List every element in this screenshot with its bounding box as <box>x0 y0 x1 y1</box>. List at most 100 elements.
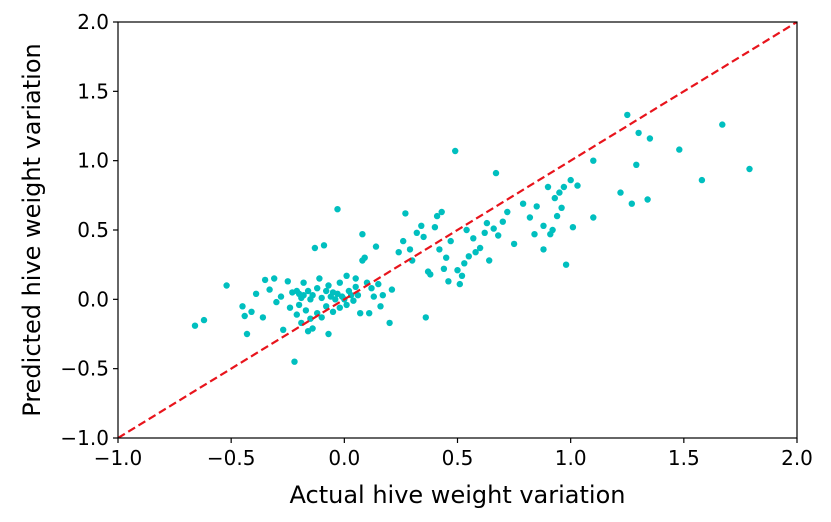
data-point <box>483 219 491 227</box>
data-point <box>336 279 343 286</box>
x-tick-label: 1.0 <box>555 446 587 470</box>
data-point <box>746 165 753 173</box>
data-point <box>309 325 316 332</box>
data-point <box>402 210 409 217</box>
data-point <box>323 303 330 310</box>
x-tick-label: 1.5 <box>668 446 700 470</box>
data-point <box>334 206 341 213</box>
x-axis-label: Actual hive weight variation <box>290 481 626 509</box>
data-point <box>259 314 267 321</box>
data-point <box>481 229 488 236</box>
data-point <box>252 290 260 297</box>
data-point <box>510 240 518 248</box>
data-point <box>366 310 373 317</box>
data-point <box>533 203 540 210</box>
data-point <box>569 224 577 231</box>
y-tick-label: 1.5 <box>77 79 109 103</box>
data-point <box>359 231 366 238</box>
data-point <box>325 282 332 289</box>
data-point <box>375 280 382 288</box>
points-layer <box>191 111 753 365</box>
data-point <box>379 292 386 299</box>
data-point <box>420 233 427 241</box>
data-point <box>325 330 332 338</box>
data-point <box>314 285 321 292</box>
data-point <box>191 322 199 329</box>
y-tick-label: −0.5 <box>60 357 109 381</box>
axis-ticks: −1.0 −0.5 0.0 0.5 1.0 1.5 2.0 −1.0 −0.5 0.0 0.5 1.0… <box>60 10 812 470</box>
data-point <box>261 276 269 284</box>
data-point <box>334 290 341 297</box>
data-point <box>590 214 597 221</box>
data-point <box>343 272 350 279</box>
data-point <box>558 204 565 211</box>
data-point <box>368 285 375 292</box>
data-point <box>624 111 631 119</box>
data-point <box>352 283 359 291</box>
data-point <box>499 218 506 225</box>
data-point <box>352 275 359 282</box>
x-tick-label: 2.0 <box>781 446 813 470</box>
data-point <box>519 200 527 207</box>
data-point <box>458 272 466 279</box>
x-tick-label: 0.0 <box>328 446 360 470</box>
data-point <box>486 257 493 264</box>
y-tick-label: 0.0 <box>77 287 109 311</box>
data-point <box>266 286 273 293</box>
data-point <box>440 265 448 272</box>
data-point <box>370 293 377 300</box>
data-point <box>438 208 445 216</box>
data-point <box>372 243 380 250</box>
data-point <box>280 326 287 333</box>
data-point <box>470 235 477 242</box>
data-point <box>433 212 441 220</box>
reference-line <box>118 22 797 438</box>
data-point <box>617 189 624 196</box>
data-point <box>309 292 316 299</box>
data-point <box>531 231 538 238</box>
data-point <box>635 129 642 137</box>
data-point <box>277 293 285 300</box>
data-point <box>540 222 547 229</box>
data-point <box>422 314 429 321</box>
data-point <box>293 311 300 318</box>
x-tick-label: −1.0 <box>94 446 143 470</box>
data-point <box>445 278 452 285</box>
data-point <box>644 196 651 203</box>
data-point <box>476 244 484 252</box>
data-point <box>492 169 500 177</box>
data-point <box>318 314 325 321</box>
data-point <box>295 301 303 309</box>
data-point <box>239 303 246 310</box>
data-point <box>388 286 396 293</box>
data-point <box>553 212 561 220</box>
data-point <box>551 194 558 202</box>
data-point <box>540 246 547 253</box>
data-point <box>418 222 425 229</box>
data-point <box>406 246 414 253</box>
data-point <box>698 176 706 184</box>
y-axis-label: Predicted hive weight variation <box>18 43 46 416</box>
data-point <box>316 275 323 282</box>
data-point <box>291 358 298 365</box>
data-point <box>549 226 556 234</box>
data-point <box>452 147 459 155</box>
data-point <box>472 249 479 256</box>
data-point <box>286 304 294 311</box>
data-point <box>463 226 470 234</box>
data-point <box>567 176 574 184</box>
data-point <box>243 330 251 338</box>
data-point <box>676 146 683 153</box>
data-point <box>526 214 534 221</box>
data-point <box>574 182 581 189</box>
data-point <box>318 294 325 302</box>
data-point <box>395 249 402 256</box>
data-point <box>336 304 343 311</box>
data-point <box>544 183 552 191</box>
data-point <box>354 292 362 299</box>
data-point <box>320 242 328 249</box>
x-tick-label: 0.5 <box>442 446 474 470</box>
data-point <box>447 237 454 245</box>
data-point <box>350 297 357 304</box>
data-point <box>443 254 450 261</box>
